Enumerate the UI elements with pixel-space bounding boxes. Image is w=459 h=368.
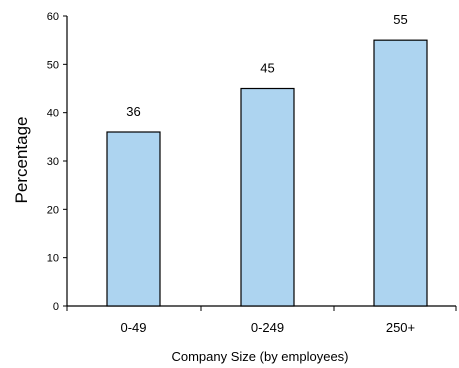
y-tick-label: 20 — [47, 204, 59, 216]
x-tick-label: 250+ — [386, 320, 415, 335]
y-tick-label: 40 — [47, 108, 59, 120]
x-axis: 0-49 0-249 250+ — [66, 305, 457, 335]
y-axis: 0 10 20 30 40 50 60 — [47, 11, 68, 313]
x-tick-label: 0-49 — [120, 320, 146, 335]
data-label: 55 — [393, 12, 407, 27]
bar-0-249 — [240, 87, 295, 307]
y-tick-label: 0 — [53, 301, 59, 313]
data-label: 45 — [260, 61, 274, 76]
y-axis-title: Percentage — [12, 117, 31, 204]
y-tick-label: 60 — [47, 11, 59, 23]
bars — [106, 39, 428, 307]
y-tick-label: 30 — [47, 156, 59, 168]
data-labels: 36 45 55 — [126, 12, 407, 119]
data-label: 36 — [126, 104, 140, 119]
y-tick-label: 10 — [47, 253, 59, 265]
bar-250+ — [373, 39, 428, 307]
y-tick-label: 50 — [47, 59, 59, 71]
x-tick-label: 0-249 — [251, 320, 284, 335]
x-axis-title: Company Size (by employees) — [171, 349, 348, 364]
bar-0-49 — [106, 131, 161, 307]
